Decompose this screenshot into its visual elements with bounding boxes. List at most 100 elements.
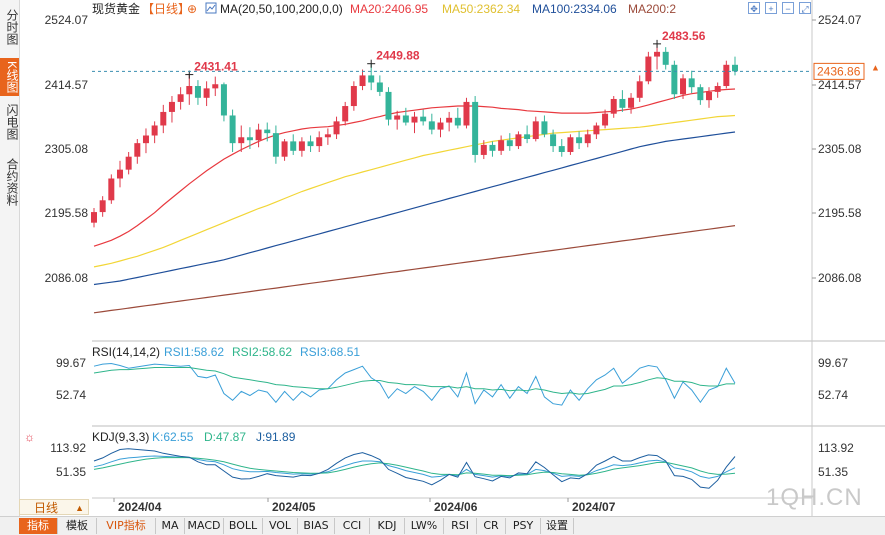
candle-body xyxy=(203,88,210,98)
x-tick-label: 2024/07 xyxy=(572,500,616,514)
toolbar-btn-6[interactable]: VOL xyxy=(263,518,298,534)
x-tick-label: 2024/05 xyxy=(272,500,316,514)
candle-body xyxy=(220,84,227,116)
x-tick-label: 2024/04 xyxy=(118,500,162,514)
candle-body xyxy=(472,101,479,155)
toolbar-btn-13[interactable]: PSY xyxy=(506,518,541,534)
rsi-legend-2: RSI2:58.62 xyxy=(232,345,292,359)
toolbar-btn-1[interactable]: 模板 xyxy=(58,518,97,534)
candle-body xyxy=(272,133,279,157)
candle-body xyxy=(134,143,141,157)
tab-1[interactable]: K线图 xyxy=(0,58,19,96)
candle-body xyxy=(567,137,574,152)
candle-body xyxy=(99,200,106,213)
candle-body xyxy=(602,113,609,126)
legend-gear-icon: ⊕ xyxy=(187,2,197,16)
candle-body xyxy=(194,86,201,98)
candle-body xyxy=(177,94,184,102)
candle-body xyxy=(307,141,314,147)
kdj-y-tick-right: 51.35 xyxy=(818,465,848,479)
candle-body xyxy=(281,141,288,157)
kdj-y-tick-left: 113.92 xyxy=(50,441,86,455)
zoom-in-icon[interactable]: + xyxy=(765,2,777,14)
toolbar-btn-4[interactable]: MACD xyxy=(185,518,224,534)
toolbar-btn-5[interactable]: BOLL xyxy=(224,518,263,534)
candle-body xyxy=(532,121,539,140)
toolbar-btn-10[interactable]: LW% xyxy=(405,518,444,534)
candle-body xyxy=(342,106,349,122)
toolbar-btn-12[interactable]: CR xyxy=(477,518,506,534)
candle-body xyxy=(324,134,331,138)
ma-line-ma50 xyxy=(93,114,736,268)
candle-body xyxy=(654,51,661,57)
toolbar-btn-14[interactable]: 设置 xyxy=(541,518,574,534)
candle-body xyxy=(489,144,496,151)
toolbar-btn-7[interactable]: BIAS xyxy=(298,518,335,534)
kdj-y-tick-left: 51.35 xyxy=(56,465,86,479)
toolbar-btn-11[interactable]: RSI xyxy=(444,518,477,534)
toolbar-btn-9[interactable]: KDJ xyxy=(370,518,405,534)
candle-body xyxy=(498,140,505,151)
tab-2[interactable]: 闪电图 xyxy=(5,104,19,140)
period-label: 日线 xyxy=(34,501,59,515)
high-annotation: 2431.41 xyxy=(194,60,238,74)
candle-body xyxy=(645,56,652,82)
candle-body xyxy=(610,98,617,114)
kdj-legend-header: KDJ(9,3,3) xyxy=(92,430,149,444)
legend-period: 【日线】 xyxy=(142,2,190,16)
legend-settings-icon xyxy=(206,4,216,12)
candle-body xyxy=(437,122,444,130)
candle-body xyxy=(229,115,236,144)
y-tick-left: 2305.08 xyxy=(45,142,89,156)
candle-body xyxy=(264,129,271,134)
rsi-y-tick-right: 52.74 xyxy=(818,388,848,402)
candle-body xyxy=(333,121,340,135)
left-tab-bar: 分时图 K线图闪电图合约资料 xyxy=(0,0,20,534)
candle-body xyxy=(298,141,305,151)
legend-ma-4: MA200:2 xyxy=(628,2,676,16)
pan-icon[interactable]: ✥ xyxy=(748,2,760,14)
period-selector[interactable]: 日线 ▲ xyxy=(19,499,89,515)
candle-body xyxy=(506,140,513,147)
legend-ma-2: MA50:2362.34 xyxy=(442,2,520,16)
tab-3[interactable]: 合约资料 xyxy=(5,158,19,206)
candle-body xyxy=(680,78,687,95)
candle-body xyxy=(246,137,253,141)
rsi-legend-header: RSI(14,14,2) xyxy=(92,345,160,359)
kdj-legend-j: J:91.89 xyxy=(256,430,296,444)
candle-body xyxy=(142,135,149,144)
x-tick-label: 2024/06 xyxy=(434,500,478,514)
zoom-out-icon[interactable]: − xyxy=(782,2,794,14)
toolbar-btn-2[interactable]: VIP指标 xyxy=(97,518,156,534)
rsi-y-tick-left: 52.74 xyxy=(56,388,86,402)
candle-body xyxy=(368,75,375,83)
candle-body xyxy=(212,84,219,89)
tab-0[interactable]: 分时图 xyxy=(5,9,19,45)
candle-body xyxy=(619,98,626,108)
y-tick-right: 2305.08 xyxy=(818,142,862,156)
ma-line-ma100 xyxy=(93,131,736,286)
fullscreen-icon[interactable]: ⤢ xyxy=(799,2,811,14)
toolbar-btn-8[interactable]: CCI xyxy=(335,518,370,534)
toolbar-btn-3[interactable]: MA xyxy=(156,518,185,534)
candle-body xyxy=(576,137,583,144)
candle-body xyxy=(385,91,392,120)
candle-body xyxy=(290,141,297,151)
candle-body xyxy=(411,116,418,123)
candle-body xyxy=(108,178,115,201)
candle-body xyxy=(160,111,167,126)
y-tick-right: 2086.08 xyxy=(818,271,862,285)
candle-body xyxy=(125,156,132,170)
kdj-legend-k: K:62.55 xyxy=(152,430,194,444)
y-tick-left: 2414.57 xyxy=(45,78,89,92)
indicator-toolbar: 指标 模板 VIP指标 MA MACD BOLL VOL BIAS CCI KDJ LW% RSI CR… xyxy=(0,516,885,535)
candle-body xyxy=(428,121,435,130)
toolbar-btn-0[interactable]: 指标 xyxy=(19,518,58,534)
candle-body xyxy=(186,86,193,95)
candle-body xyxy=(550,134,557,147)
candle-body xyxy=(454,117,461,126)
kdj-line-j xyxy=(93,448,736,489)
candle-body xyxy=(688,78,695,88)
high-annotation: 2449.88 xyxy=(376,49,420,63)
